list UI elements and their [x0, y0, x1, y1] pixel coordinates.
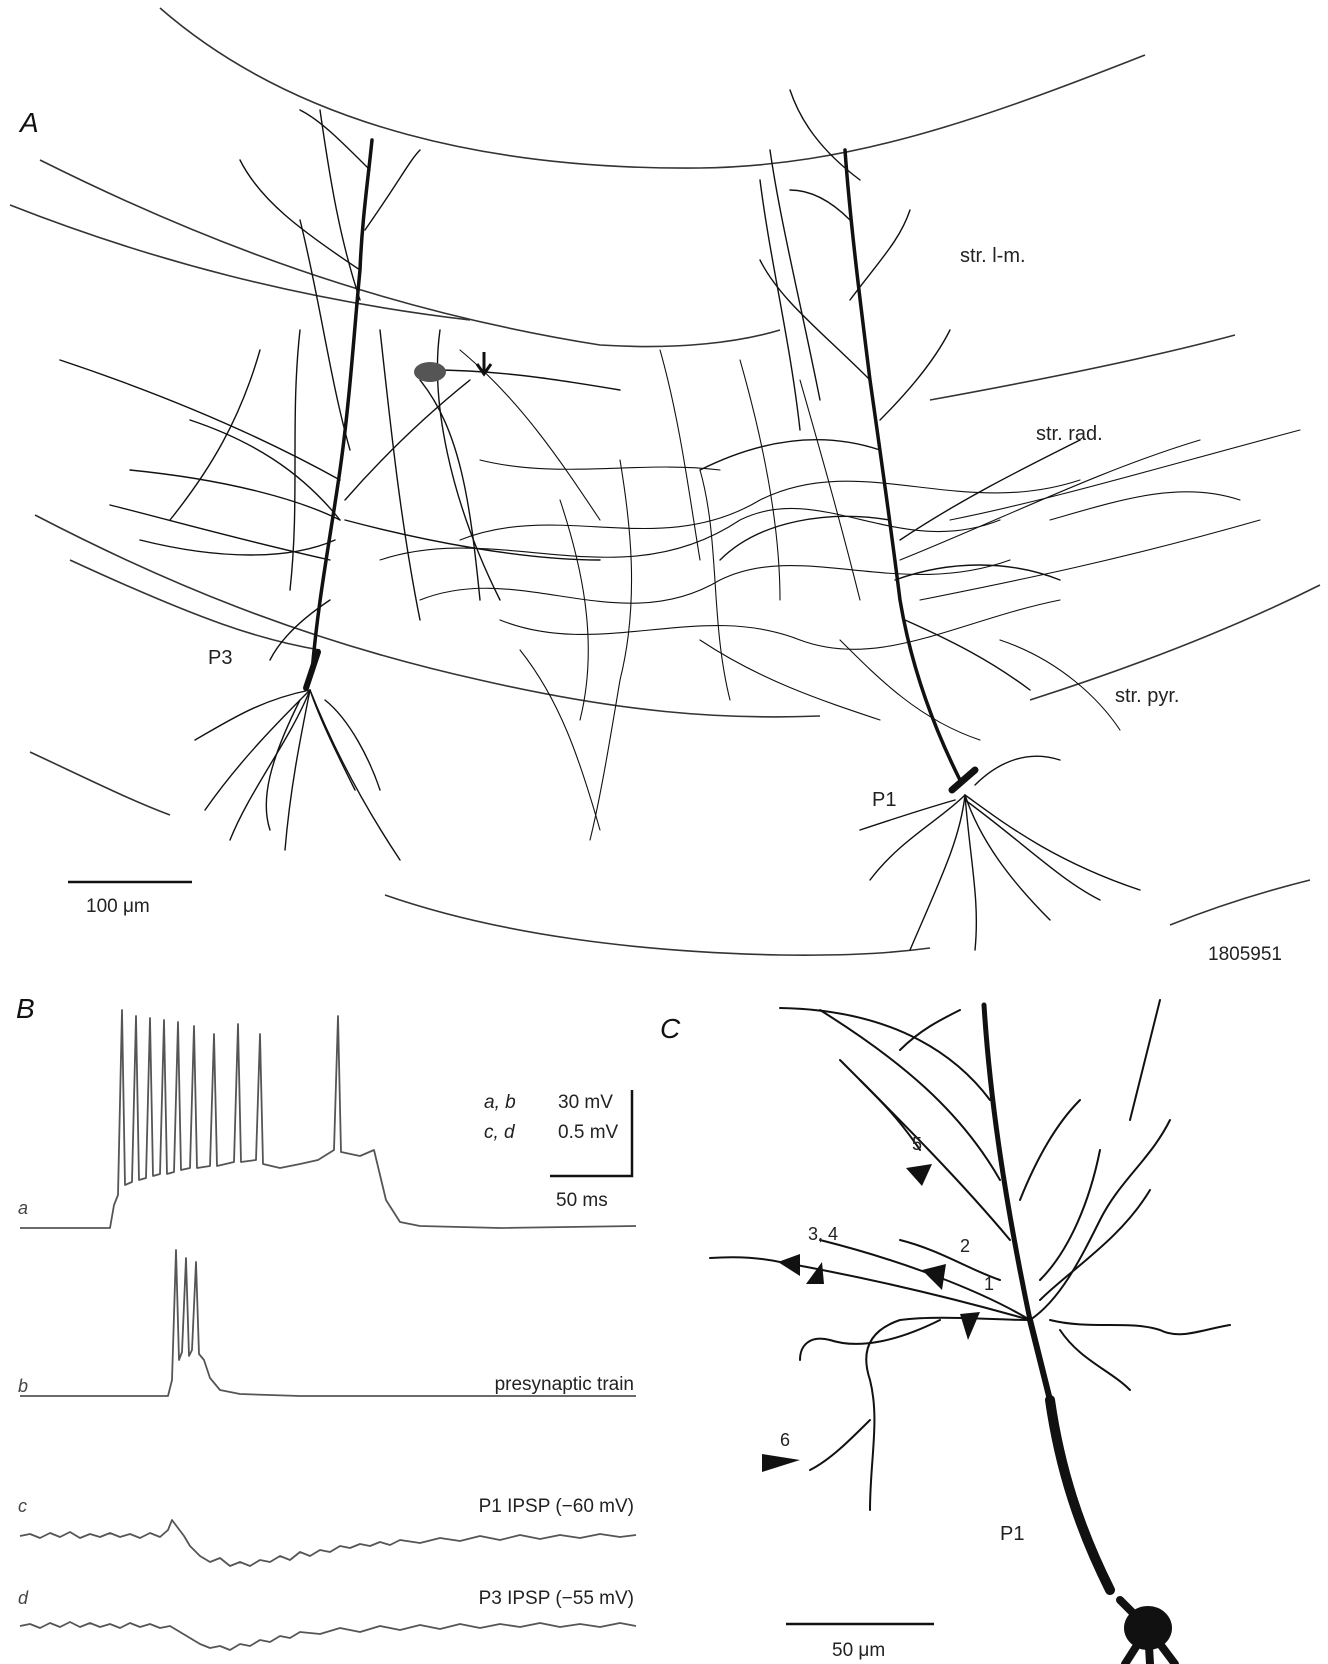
panel-a-label: A: [18, 107, 39, 138]
contact-arrow-1: [960, 1312, 980, 1340]
cell-label-p1: P1: [872, 789, 896, 811]
contact-label-6: 6: [780, 1430, 790, 1450]
trace-d-caption: P3 IPSP (−55 mV): [479, 1588, 634, 1609]
layer-label-slm: str. l-m.: [960, 245, 1026, 267]
scale-time: 50 ms: [556, 1190, 608, 1211]
layer-boundaries: [9, 7, 1321, 956]
axonal-plexus: [379, 349, 1301, 841]
interneuron-soma: [414, 362, 446, 382]
contact-label-34: 3, 4: [808, 1224, 838, 1244]
scale-bar-b: [550, 1090, 634, 1178]
scale-cd-value: 0.5 mV: [558, 1122, 619, 1143]
scale-label-50um: 50 μm: [832, 1640, 885, 1661]
trace-b-caption: presynaptic train: [495, 1374, 634, 1395]
contact-arrow-5: [906, 1164, 932, 1186]
scale-label-100um: 100 μm: [86, 896, 150, 917]
layer-label-srad: str. rad.: [1036, 423, 1103, 445]
panel-c-label: C: [660, 1013, 681, 1044]
trace-c: [19, 1519, 637, 1567]
contact-arrow-2: [922, 1264, 946, 1290]
scale-ab-value: 30 mV: [558, 1092, 613, 1113]
contact-label-2: 2: [960, 1236, 970, 1256]
contact-arrow-4: [806, 1262, 824, 1284]
trace-a-label: a: [18, 1198, 28, 1218]
trace-d-label: d: [18, 1588, 29, 1608]
cell-p1-reconstruction: [699, 89, 1141, 951]
panel-a: A: [9, 7, 1321, 965]
cell-p3-reconstruction: [59, 109, 621, 861]
trace-b-label: b: [18, 1376, 28, 1396]
scale-ab-vars: a, b: [484, 1092, 516, 1113]
trace-c-caption: P1 IPSP (−60 mV): [479, 1496, 634, 1517]
panel-b-label: B: [16, 993, 35, 1024]
trace-a: [20, 1009, 637, 1229]
trace-b: [20, 1249, 636, 1397]
trace-d: [19, 1621, 637, 1651]
cell-p1-detail: 1 2 3, 4 5 6: [709, 999, 1231, 1664]
interneuron-arrow-icon: [475, 352, 493, 377]
panel-b: B a a, b 30 mV c, d 0.5 mV 50 ms b presy…: [16, 993, 637, 1651]
scale-cd-vars: c, d: [484, 1122, 516, 1143]
trace-c-label: c: [18, 1496, 27, 1516]
cell-label-c-p1: P1: [1000, 1523, 1024, 1545]
layer-label-spyr: str. pyr.: [1115, 685, 1179, 707]
contact-arrow-6: [762, 1454, 800, 1472]
cell-label-p3: P3: [208, 647, 232, 669]
contact-label-1: 1: [984, 1274, 994, 1294]
contact-label-5: 5: [912, 1134, 922, 1154]
panel-c: C: [660, 999, 1231, 1664]
reconstruction-id: 1805951: [1208, 944, 1282, 965]
contact-arrow-3: [778, 1254, 800, 1276]
